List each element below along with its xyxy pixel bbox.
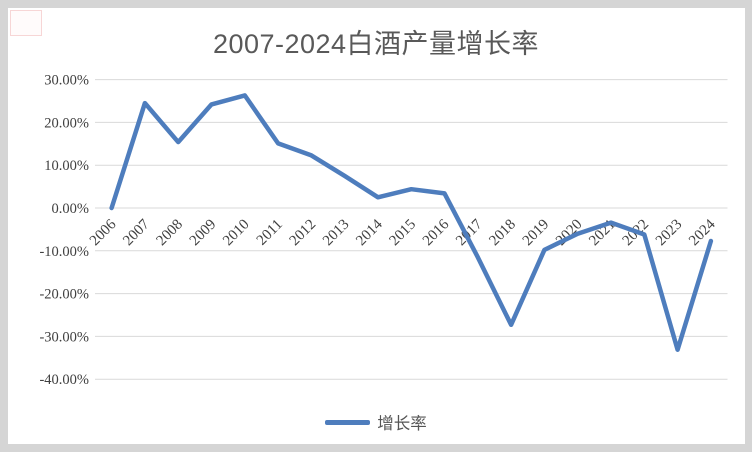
growth-rate-line [109,93,714,352]
x-axis-tick-label: 2008 [154,217,187,250]
x-axis-tick-label: 2015 [387,217,420,250]
legend: 增长率 [0,410,752,434]
y-axis-tick-label: -30.00% [39,329,89,345]
faint-corner-mark [10,10,42,36]
legend-line-marker [325,419,371,425]
legend-label: 增长率 [377,414,427,433]
y-axis-tick-label: -40.00% [39,372,89,388]
y-axis-tick-label: 20.00% [44,115,89,131]
x-axis-tick-label: 2009 [187,217,220,250]
x-axis-tick-label: 2006 [87,216,120,249]
y-axis-tick-label: -10.00% [39,244,89,260]
y-axis-tick-label: 0.00% [52,201,89,217]
x-axis-tick-label: 2024 [686,216,719,249]
x-axis-tick-label: 2013 [320,217,353,250]
y-axis-tick-label: 10.00% [44,158,89,174]
x-axis-tick-label: 2023 [653,217,686,250]
x-axis-tick-label: 2007 [120,216,153,249]
x-axis-tick-label: 2019 [520,217,553,250]
x-axis-tick-label: 2016 [420,216,453,249]
y-axis-tick-label: 30.00% [44,73,89,89]
x-axis-tick-label: 2010 [220,217,253,250]
chart-title: 2007-2024白酒产量增长率 [212,29,540,59]
y-axis-tick-label: -20.00% [39,287,89,303]
x-axis-tick-label: 2011 [254,217,286,249]
x-axis-tick-label: 2012 [287,217,320,250]
x-axis-tick-label: 2014 [353,216,386,249]
x-axis-tick-label: 2018 [486,217,519,250]
